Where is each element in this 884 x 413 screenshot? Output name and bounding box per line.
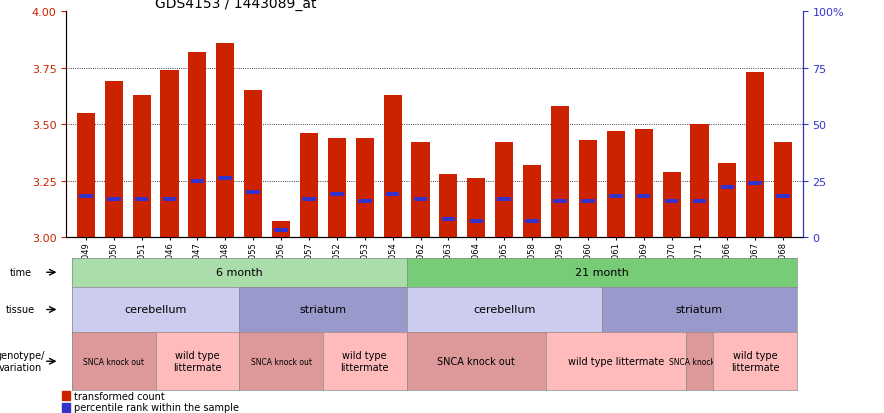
- Text: percentile rank within the sample: percentile rank within the sample: [74, 402, 240, 412]
- Bar: [495, 143, 514, 237]
- Text: SNCA knock out: SNCA knock out: [83, 357, 144, 366]
- Text: striatum: striatum: [300, 305, 347, 315]
- Text: striatum: striatum: [676, 305, 723, 315]
- Text: 6 month: 6 month: [216, 268, 263, 278]
- Bar: [693, 199, 706, 204]
- Bar: [525, 220, 539, 224]
- Bar: [163, 197, 176, 201]
- Bar: [62, 403, 70, 412]
- Bar: [609, 195, 622, 199]
- Bar: [160, 71, 179, 237]
- Bar: [414, 197, 427, 201]
- Bar: [662, 172, 681, 237]
- Bar: [384, 96, 401, 237]
- Bar: [104, 82, 123, 237]
- Bar: [606, 132, 625, 237]
- Bar: [690, 125, 709, 237]
- Bar: [330, 193, 344, 197]
- Bar: [411, 143, 430, 237]
- Text: GDS4153 / 1443089_at: GDS4153 / 1443089_at: [155, 0, 316, 12]
- Bar: [247, 190, 260, 195]
- Text: time: time: [10, 268, 32, 278]
- Bar: [328, 138, 346, 237]
- Bar: [719, 163, 736, 237]
- Bar: [442, 217, 455, 221]
- Bar: [498, 197, 511, 201]
- Bar: [274, 229, 288, 233]
- Bar: [107, 197, 120, 201]
- Bar: [468, 179, 485, 237]
- Text: tissue: tissue: [6, 305, 35, 315]
- Bar: [749, 181, 762, 185]
- Bar: [191, 179, 204, 183]
- Bar: [300, 134, 318, 237]
- Bar: [302, 197, 316, 201]
- Bar: [133, 96, 150, 237]
- Bar: [774, 143, 792, 237]
- Bar: [581, 199, 595, 204]
- Bar: [579, 141, 597, 237]
- Bar: [635, 129, 652, 237]
- Text: wild type
littermate: wild type littermate: [173, 351, 222, 372]
- Text: SNCA knock out: SNCA knock out: [250, 357, 311, 366]
- Bar: [523, 166, 541, 237]
- Bar: [358, 199, 371, 204]
- Bar: [720, 186, 734, 190]
- Bar: [636, 195, 651, 199]
- Bar: [77, 114, 95, 237]
- Bar: [551, 107, 569, 237]
- Bar: [553, 199, 567, 204]
- Text: 21 month: 21 month: [575, 268, 629, 278]
- Bar: [244, 91, 263, 237]
- Text: wild type
littermate: wild type littermate: [340, 351, 389, 372]
- Bar: [469, 220, 484, 224]
- Bar: [188, 53, 207, 237]
- Bar: [385, 193, 400, 197]
- Bar: [135, 197, 149, 201]
- Bar: [272, 222, 290, 237]
- Text: genotype/
variation: genotype/ variation: [0, 351, 45, 372]
- Bar: [218, 177, 232, 181]
- Text: cerebellum: cerebellum: [473, 305, 536, 315]
- Text: cerebellum: cerebellum: [125, 305, 187, 315]
- Text: wild type littermate: wild type littermate: [568, 356, 664, 366]
- Bar: [776, 195, 790, 199]
- Bar: [355, 138, 374, 237]
- Text: wild type
littermate: wild type littermate: [731, 351, 780, 372]
- Text: SNCA knock out: SNCA knock out: [669, 357, 730, 366]
- Text: SNCA knock out: SNCA knock out: [438, 356, 515, 366]
- Text: transformed count: transformed count: [74, 391, 165, 401]
- Bar: [439, 174, 458, 237]
- Bar: [79, 195, 93, 199]
- Bar: [665, 199, 678, 204]
- Bar: [62, 392, 70, 401]
- Bar: [217, 44, 234, 237]
- Bar: [746, 73, 765, 237]
